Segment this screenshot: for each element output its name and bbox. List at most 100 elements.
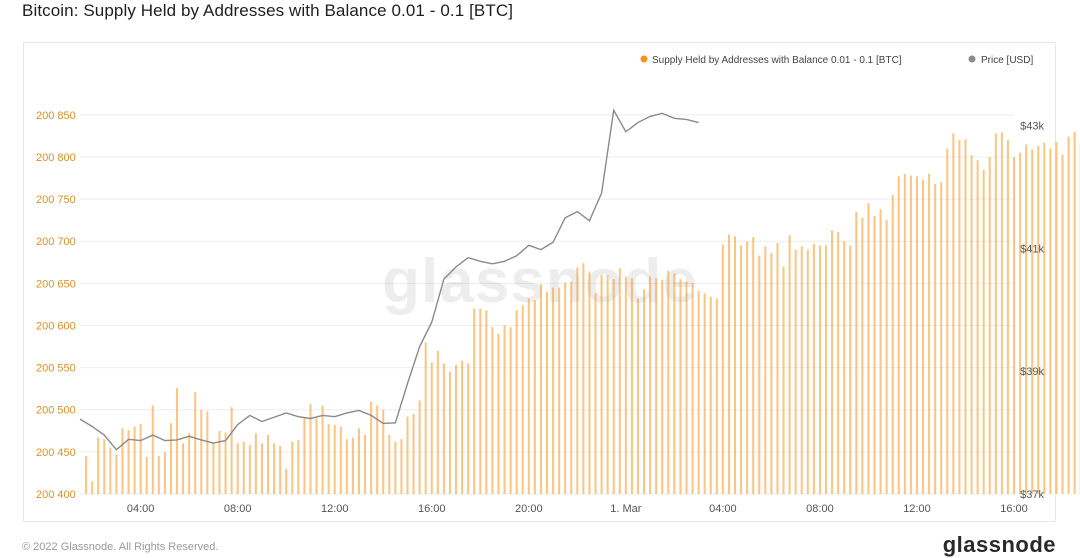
supply-bar xyxy=(752,237,754,494)
supply-bar xyxy=(928,174,930,494)
supply-bar xyxy=(103,439,105,494)
supply-bar xyxy=(497,334,499,494)
supply-bar xyxy=(267,435,269,494)
x-tick-label: 04:00 xyxy=(127,503,155,515)
supply-bar xyxy=(595,293,597,494)
supply-bar xyxy=(983,170,985,494)
supply-bar xyxy=(200,410,202,494)
supply-bar xyxy=(874,216,876,494)
supply-bar xyxy=(661,280,663,494)
supply-bar xyxy=(667,271,669,494)
right-tick-label: $39k xyxy=(1020,366,1044,378)
supply-bar xyxy=(346,439,348,494)
supply-bar xyxy=(679,279,681,494)
supply-bar xyxy=(146,457,148,494)
legend-supply-label[interactable]: Supply Held by Addresses with Balance 0.… xyxy=(652,55,902,66)
supply-bar xyxy=(540,284,542,494)
supply-bar xyxy=(910,176,912,494)
supply-bar xyxy=(140,424,142,494)
left-tick-label: 200 800 xyxy=(36,152,76,164)
supply-bar xyxy=(649,277,651,494)
supply-bar xyxy=(364,435,366,494)
supply-bar xyxy=(722,245,724,494)
supply-bar xyxy=(176,388,178,494)
supply-bar xyxy=(892,195,894,494)
supply-bar xyxy=(789,235,791,494)
supply-bar xyxy=(334,425,336,494)
supply-bar xyxy=(764,246,766,494)
legend-price-marker xyxy=(969,56,976,63)
x-tick-label: 16:00 xyxy=(418,503,446,515)
supply-bar xyxy=(685,282,687,494)
supply-bar xyxy=(898,176,900,494)
supply-bar xyxy=(164,452,166,494)
legend-supply-marker xyxy=(641,56,648,63)
supply-bar xyxy=(1043,143,1045,494)
supply-bar xyxy=(849,245,851,494)
supply-bar xyxy=(303,418,305,494)
supply-bar xyxy=(528,299,530,494)
supply-bar xyxy=(273,443,275,494)
supply-bar xyxy=(886,220,888,494)
supply-bar xyxy=(261,443,263,494)
supply-bar xyxy=(316,418,318,494)
supply-bar xyxy=(1025,144,1027,494)
supply-bar xyxy=(1019,153,1021,494)
x-tick-label: 04:00 xyxy=(709,503,737,515)
right-tick-label: $37k xyxy=(1020,489,1044,501)
supply-bar xyxy=(109,448,111,494)
supply-bar xyxy=(388,435,390,494)
supply-bar xyxy=(255,433,257,494)
supply-bar xyxy=(977,160,979,494)
supply-bar xyxy=(570,282,572,494)
supply-bar xyxy=(819,245,821,494)
supply-bar xyxy=(625,277,627,494)
supply-bar xyxy=(704,293,706,494)
supply-bar xyxy=(297,440,299,494)
supply-bar xyxy=(698,291,700,494)
supply-bar xyxy=(716,299,718,494)
supply-bar xyxy=(1068,137,1070,494)
supply-bars xyxy=(85,125,1080,494)
supply-bar xyxy=(576,267,578,494)
x-tick-label: 20:00 xyxy=(515,503,543,515)
supply-bar xyxy=(995,133,997,494)
supply-bar xyxy=(770,253,772,494)
supply-bar xyxy=(813,244,815,494)
supply-bar xyxy=(170,423,172,494)
supply-bar xyxy=(989,157,991,494)
supply-bar xyxy=(491,327,493,494)
supply-bar xyxy=(843,241,845,494)
supply-bar xyxy=(619,268,621,494)
supply-bar xyxy=(249,445,251,494)
supply-bar xyxy=(637,299,639,494)
supply-bar xyxy=(655,278,657,494)
left-tick-label: 200 500 xyxy=(36,405,76,417)
supply-bar xyxy=(394,442,396,494)
supply-bar xyxy=(425,342,427,494)
supply-bar xyxy=(407,416,409,494)
supply-bar xyxy=(225,432,227,494)
supply-bar xyxy=(485,310,487,494)
supply-bar xyxy=(837,232,839,494)
supply-bar xyxy=(958,140,960,494)
supply-bar xyxy=(904,174,906,494)
supply-bar xyxy=(940,182,942,494)
right-tick-label: $43k xyxy=(1020,121,1044,133)
supply-bar xyxy=(880,209,882,494)
supply-bar xyxy=(97,438,99,494)
supply-bar xyxy=(522,305,524,494)
supply-bar xyxy=(449,372,451,494)
supply-bar xyxy=(916,176,918,494)
legend-price-label[interactable]: Price [USD] xyxy=(981,55,1033,66)
supply-bar xyxy=(85,456,87,494)
legend: Supply Held by Addresses with Balance 0.… xyxy=(641,55,1034,66)
supply-bar xyxy=(922,180,924,494)
x-tick-label: 12:00 xyxy=(321,503,349,515)
supply-bar xyxy=(413,414,415,494)
supply-bar xyxy=(776,243,778,494)
supply-bar xyxy=(710,297,712,494)
supply-bar xyxy=(461,361,463,494)
supply-bar xyxy=(455,365,457,494)
